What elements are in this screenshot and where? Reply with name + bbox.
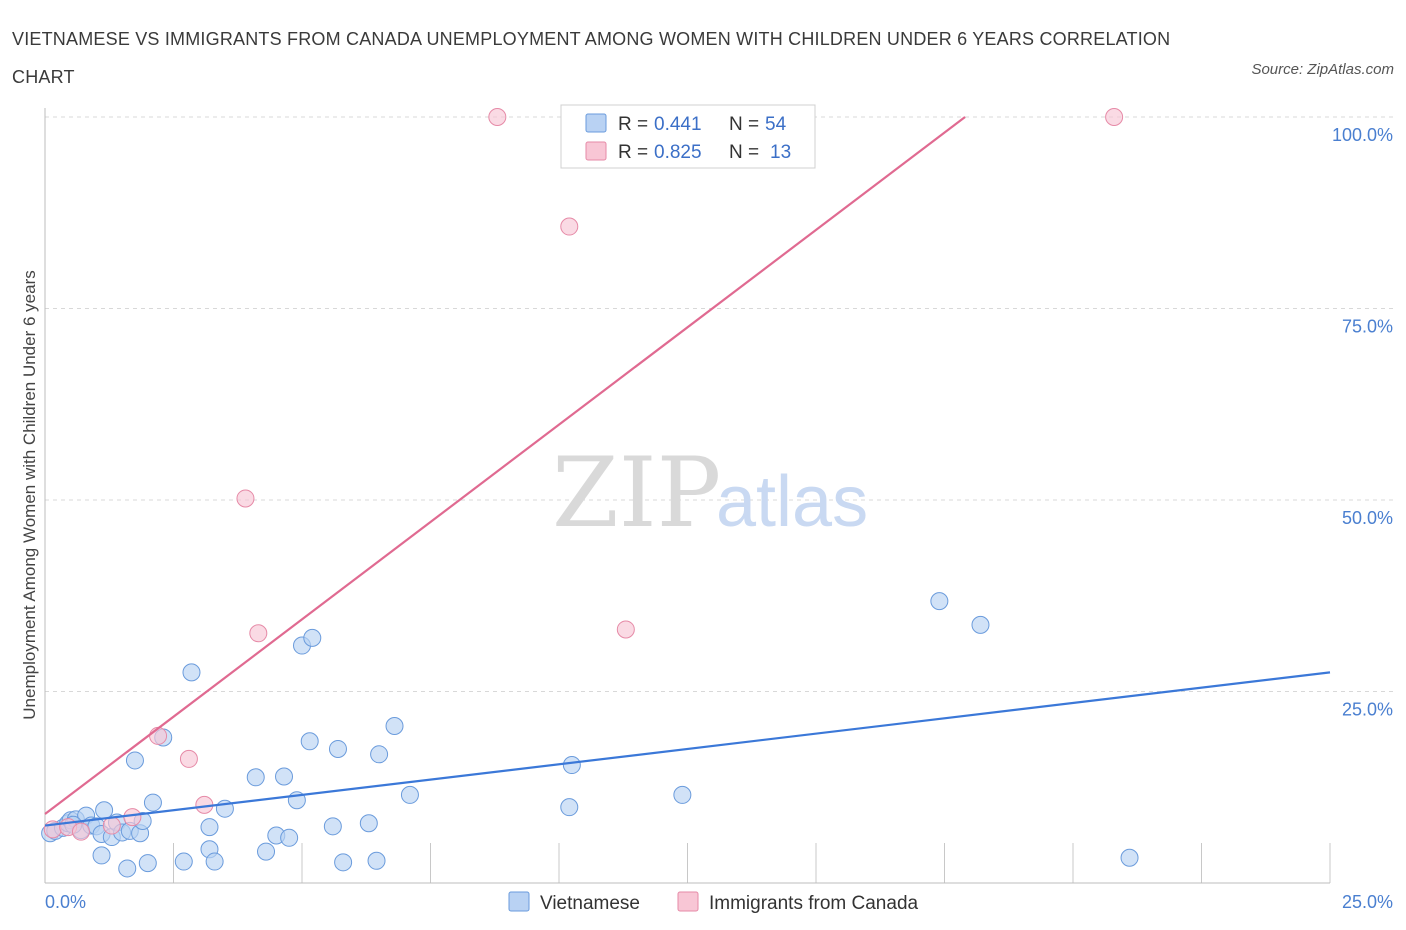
stats-r-value-canada: 0.825	[654, 142, 702, 163]
series-legend: Vietnamese Immigrants from Canada	[508, 891, 919, 914]
vietnamese-point	[118, 859, 137, 878]
stats-n-value-vietnamese: 54	[765, 114, 787, 135]
vietnamese-point	[95, 801, 114, 820]
y-tick-label: 100.0%	[1332, 125, 1393, 145]
vietnamese-point	[562, 756, 581, 775]
stats-legend-swatch-canada	[585, 141, 607, 161]
canada-point	[123, 808, 142, 827]
watermark-atlas: atlas	[716, 462, 868, 542]
canada-point	[1105, 108, 1124, 126]
canada-point	[102, 816, 121, 835]
vietnamese-point	[280, 828, 299, 847]
legend-label-vietnamese: Vietnamese	[540, 893, 640, 914]
stats-r-label-vietnamese: R =	[618, 114, 648, 135]
vietnamese-point	[300, 732, 319, 751]
vietnamese-point	[1120, 848, 1139, 867]
chart-title: VIETNAMESE VS IMMIGRANTS FROM CANADA UNE…	[12, 29, 1171, 87]
stats-r-value-vietnamese: 0.441	[654, 114, 702, 135]
stats-n-label-canada: N =	[729, 142, 759, 163]
vietnamese-point	[92, 846, 111, 865]
vietnamese-point	[303, 628, 322, 647]
vietnamese-point	[143, 793, 162, 812]
canada-trend-line	[44, 116, 966, 815]
vietnamese-point	[275, 767, 294, 786]
y-tick-label: 75.0%	[1342, 317, 1393, 337]
vietnamese-point	[138, 854, 157, 873]
vietnamese-points	[41, 592, 1139, 878]
x-axis-ticks	[173, 843, 1331, 883]
stats-legend-swatch-vietnamese	[585, 113, 607, 133]
vietnamese-point	[323, 817, 342, 836]
stats-n-label-vietnamese: N =	[729, 114, 759, 135]
vietnamese-point	[560, 798, 579, 817]
canada-point	[149, 726, 168, 745]
vietnamese-point	[367, 851, 386, 870]
canada-points	[43, 108, 1124, 841]
x-tick-label-max: 25.0%	[1342, 892, 1393, 912]
vietnamese-point	[971, 615, 990, 634]
vietnamese-point	[125, 751, 144, 770]
vietnamese-point	[385, 716, 404, 735]
gridlines	[45, 116, 1393, 692]
vietnamese-point	[246, 768, 265, 787]
stats-r-label-canada: R =	[618, 142, 648, 163]
vietnamese-point	[257, 842, 276, 861]
legend-swatch-canada	[677, 891, 699, 912]
vietnamese-point	[328, 739, 347, 758]
y-tick-label: 50.0%	[1342, 508, 1393, 528]
x-tick-label-min: 0.0%	[45, 892, 86, 912]
canada-point	[249, 624, 268, 643]
canada-point	[179, 749, 198, 768]
y-tick-labels: 25.0% 50.0% 75.0% 100.0%	[1332, 125, 1393, 720]
stats-n-value-canada: 13	[770, 142, 791, 163]
vietnamese-point	[334, 853, 353, 872]
y-axis-title: Unemployment Among Women with Children U…	[20, 270, 39, 719]
stats-legend: R = 0.441 N = 54 R = 0.825 N = 13	[560, 104, 816, 169]
vietnamese-point	[200, 818, 219, 837]
vietnamese-point	[205, 852, 224, 871]
vietnamese-point	[673, 785, 692, 804]
canada-point	[488, 108, 507, 126]
watermark-zip: ZIP	[552, 437, 721, 549]
vietnamese-point	[400, 785, 419, 804]
vietnamese-point	[182, 663, 201, 682]
vietnamese-trend-line	[44, 671, 1331, 827]
vietnamese-point	[359, 814, 378, 833]
vietnamese-point	[174, 852, 193, 871]
y-tick-label: 25.0%	[1342, 700, 1393, 720]
legend-label-canada: Immigrants from Canada	[709, 893, 919, 914]
vietnamese-point	[930, 592, 949, 611]
vietnamese-point	[370, 745, 389, 764]
legend-swatch-vietnamese	[508, 891, 530, 912]
canada-point	[560, 217, 579, 236]
canada-point	[616, 620, 635, 639]
canada-point	[236, 489, 255, 508]
canada-point	[71, 822, 90, 841]
chart-source: Source: ZipAtlas.com	[1251, 61, 1394, 78]
